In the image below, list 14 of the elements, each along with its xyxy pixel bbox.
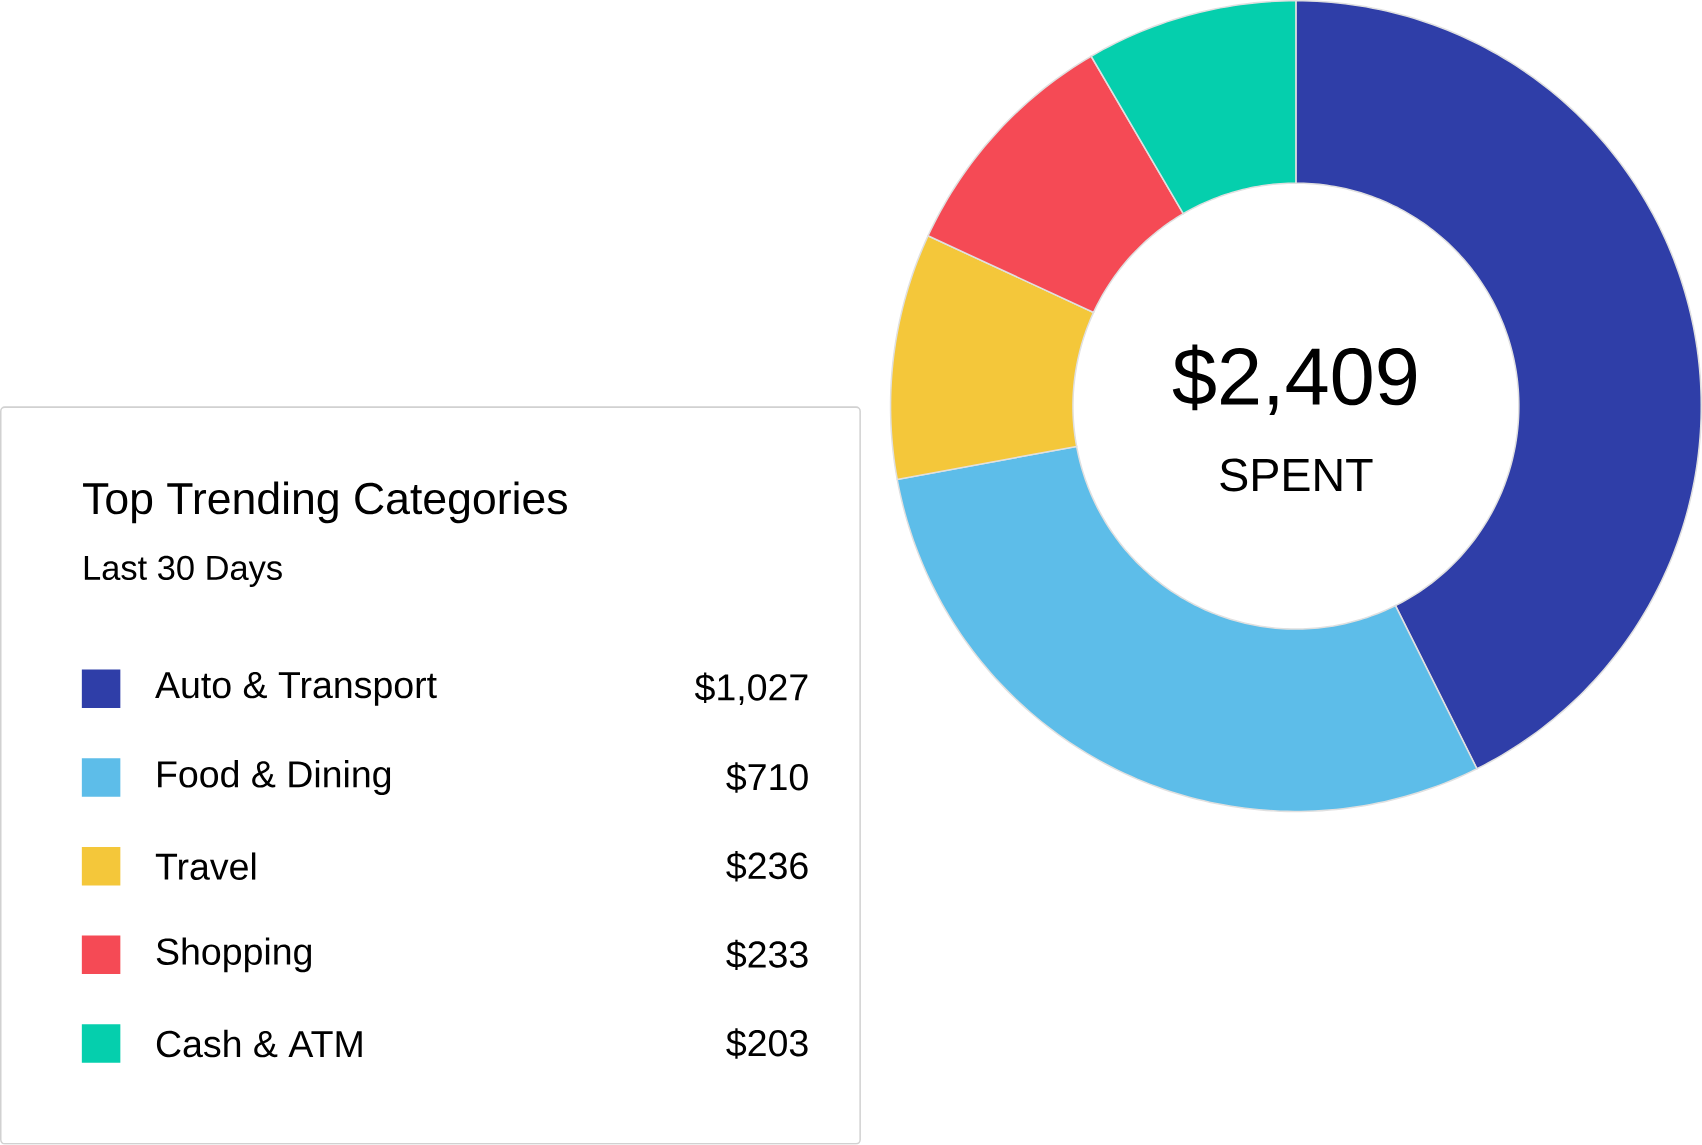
text: $2,409 — [1172, 344, 1416, 416]
legend-label: Cash & ATM — [156, 1029, 362, 1058]
data-label: $233 — [726, 939, 808, 971]
data-label: $236 — [726, 851, 808, 882]
text: Last 30 Days — [84, 555, 282, 588]
data-label: $1,027 — [694, 672, 808, 706]
legend-label: Shopping — [156, 937, 312, 973]
data-label: $203 — [726, 1028, 808, 1059]
text: Top Trending Categories — [83, 481, 567, 524]
legend-label: Food & Dining — [158, 760, 391, 796]
legend-label: Auto & Transport — [155, 672, 437, 706]
text: SPENT — [1220, 458, 1373, 492]
legend-label: Travel — [155, 852, 256, 881]
data-label: $710 — [726, 762, 808, 793]
